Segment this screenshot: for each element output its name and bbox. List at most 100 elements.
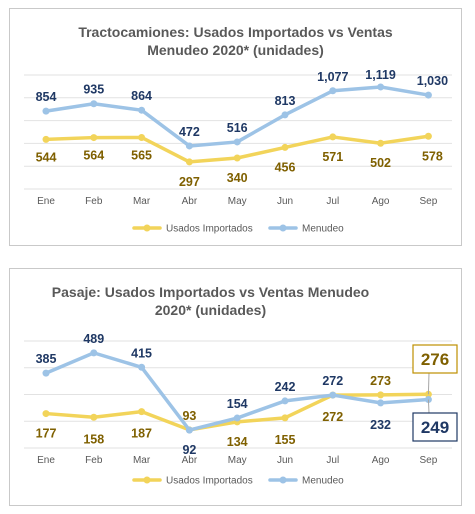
data-label: 134 [227, 435, 248, 449]
data-point [329, 87, 337, 95]
chart-panel-pasaje: Pasaje: Usados Importados vs Ventas Menu… [9, 268, 462, 506]
x-tick-label: May [228, 196, 247, 207]
chart-tractocamiones: Ene Feb Mar Abr May Jun Jul Ago Sep 544 564 565 297 3… [24, 68, 452, 235]
data-point [42, 410, 50, 418]
legend-label: Usados Importados [166, 224, 253, 235]
x-tick-label: Mar [133, 455, 151, 466]
data-point [377, 399, 385, 407]
data-point [233, 154, 241, 162]
data-label: 177 [36, 427, 57, 441]
x-tick-label: Feb [85, 455, 103, 466]
legend-marker [279, 224, 287, 232]
legend-label: Menudeo [302, 224, 344, 235]
data-label: 813 [275, 94, 296, 108]
data-point [42, 135, 50, 143]
callout-box [412, 412, 458, 442]
data-label: 935 [83, 83, 104, 97]
x-tick-label: Ago [372, 455, 390, 466]
data-point [90, 134, 98, 142]
data-point [42, 369, 50, 377]
data-label: 1,030 [417, 74, 448, 88]
data-label: 187 [131, 427, 152, 441]
legend-marker [279, 476, 287, 484]
x-tick-label: Mar [133, 196, 151, 207]
legend-marker [143, 476, 151, 484]
data-point [233, 138, 241, 146]
data-point [281, 143, 289, 151]
callout-leader [427, 372, 430, 395]
callout-label: 249 [421, 418, 449, 437]
callout-leader [427, 399, 430, 414]
data-point [138, 408, 146, 416]
x-tick-label: Ene [37, 196, 55, 207]
x-tick-label: Feb [85, 196, 103, 207]
x-tick-label: Ene [37, 455, 55, 466]
x-tick-label: Abr [182, 196, 198, 207]
data-label: 272 [322, 410, 343, 424]
data-label: 93 [182, 409, 196, 423]
chart-title-line-1: Pasaje: Usados Importados vs Ventas Menu… [51, 284, 370, 300]
chart-title: Tractocamiones: Usados Importados vs Ven… [10, 23, 461, 59]
data-label: 565 [131, 148, 152, 162]
data-label: 564 [83, 149, 104, 163]
data-point [281, 397, 289, 405]
data-label: 489 [83, 332, 104, 346]
data-label: 1,119 [365, 68, 396, 82]
data-point [377, 139, 385, 147]
data-label: 854 [36, 90, 57, 104]
data-point [424, 132, 432, 140]
data-label: 92 [182, 443, 196, 457]
data-point [185, 426, 193, 434]
chart-pasaje: Ene Feb Mar Abr May Jun Jul Ago Sep 177 158 187 93 13… [24, 332, 458, 487]
data-point [42, 107, 50, 115]
legend-label: Usados Importados [166, 476, 253, 487]
legend-marker [143, 224, 151, 232]
data-point [90, 349, 98, 357]
data-point [281, 414, 289, 422]
data-point [424, 396, 432, 404]
data-label: 272 [322, 374, 343, 388]
callout-label: 276 [421, 350, 449, 369]
data-label: 385 [36, 352, 57, 366]
data-label: 340 [227, 171, 248, 185]
data-label: 502 [370, 156, 391, 170]
x-tick-label: Jul [326, 455, 339, 466]
data-label: 516 [227, 121, 248, 135]
data-point [424, 91, 432, 99]
data-point [329, 133, 337, 141]
chart-title-line-1: Tractocamiones: Usados Importados vs Ven… [78, 24, 393, 40]
data-label: 232 [370, 418, 391, 432]
data-point [377, 391, 385, 399]
data-label: 154 [227, 397, 248, 411]
data-point [138, 106, 146, 114]
data-point [329, 391, 337, 399]
chart-title-line-2: Menudeo 2020* (unidades) [147, 42, 324, 58]
data-label: 242 [275, 380, 296, 394]
chart-title: Pasaje: Usados Importados vs Ventas Menu… [20, 283, 401, 319]
x-tick-label: Jun [277, 455, 293, 466]
data-point [185, 158, 193, 166]
data-label: 578 [422, 149, 443, 163]
data-label: 415 [131, 346, 152, 360]
x-tick-label: Abr [182, 455, 198, 466]
data-point [377, 83, 385, 91]
callout-box [412, 344, 458, 374]
data-point [90, 100, 98, 108]
x-tick-label: May [228, 455, 247, 466]
x-tick-label: Sep [420, 455, 438, 466]
data-label: 155 [275, 433, 296, 447]
x-tick-label: Jul [326, 196, 339, 207]
data-point [281, 111, 289, 119]
x-tick-label: Jun [277, 196, 293, 207]
data-label: 1,077 [317, 70, 348, 84]
data-label: 472 [179, 125, 200, 139]
data-label: 456 [275, 160, 296, 174]
chart-panel-tractocamiones: Tractocamiones: Usados Importados vs Ven… [9, 8, 462, 246]
data-point [90, 413, 98, 421]
data-label: 158 [83, 432, 104, 446]
data-label: 571 [322, 150, 343, 164]
data-point [138, 133, 146, 141]
data-label: 273 [370, 374, 391, 388]
legend-label: Menudeo [302, 476, 344, 487]
chart-title-line-2: 2020* (unidades) [154, 302, 267, 318]
